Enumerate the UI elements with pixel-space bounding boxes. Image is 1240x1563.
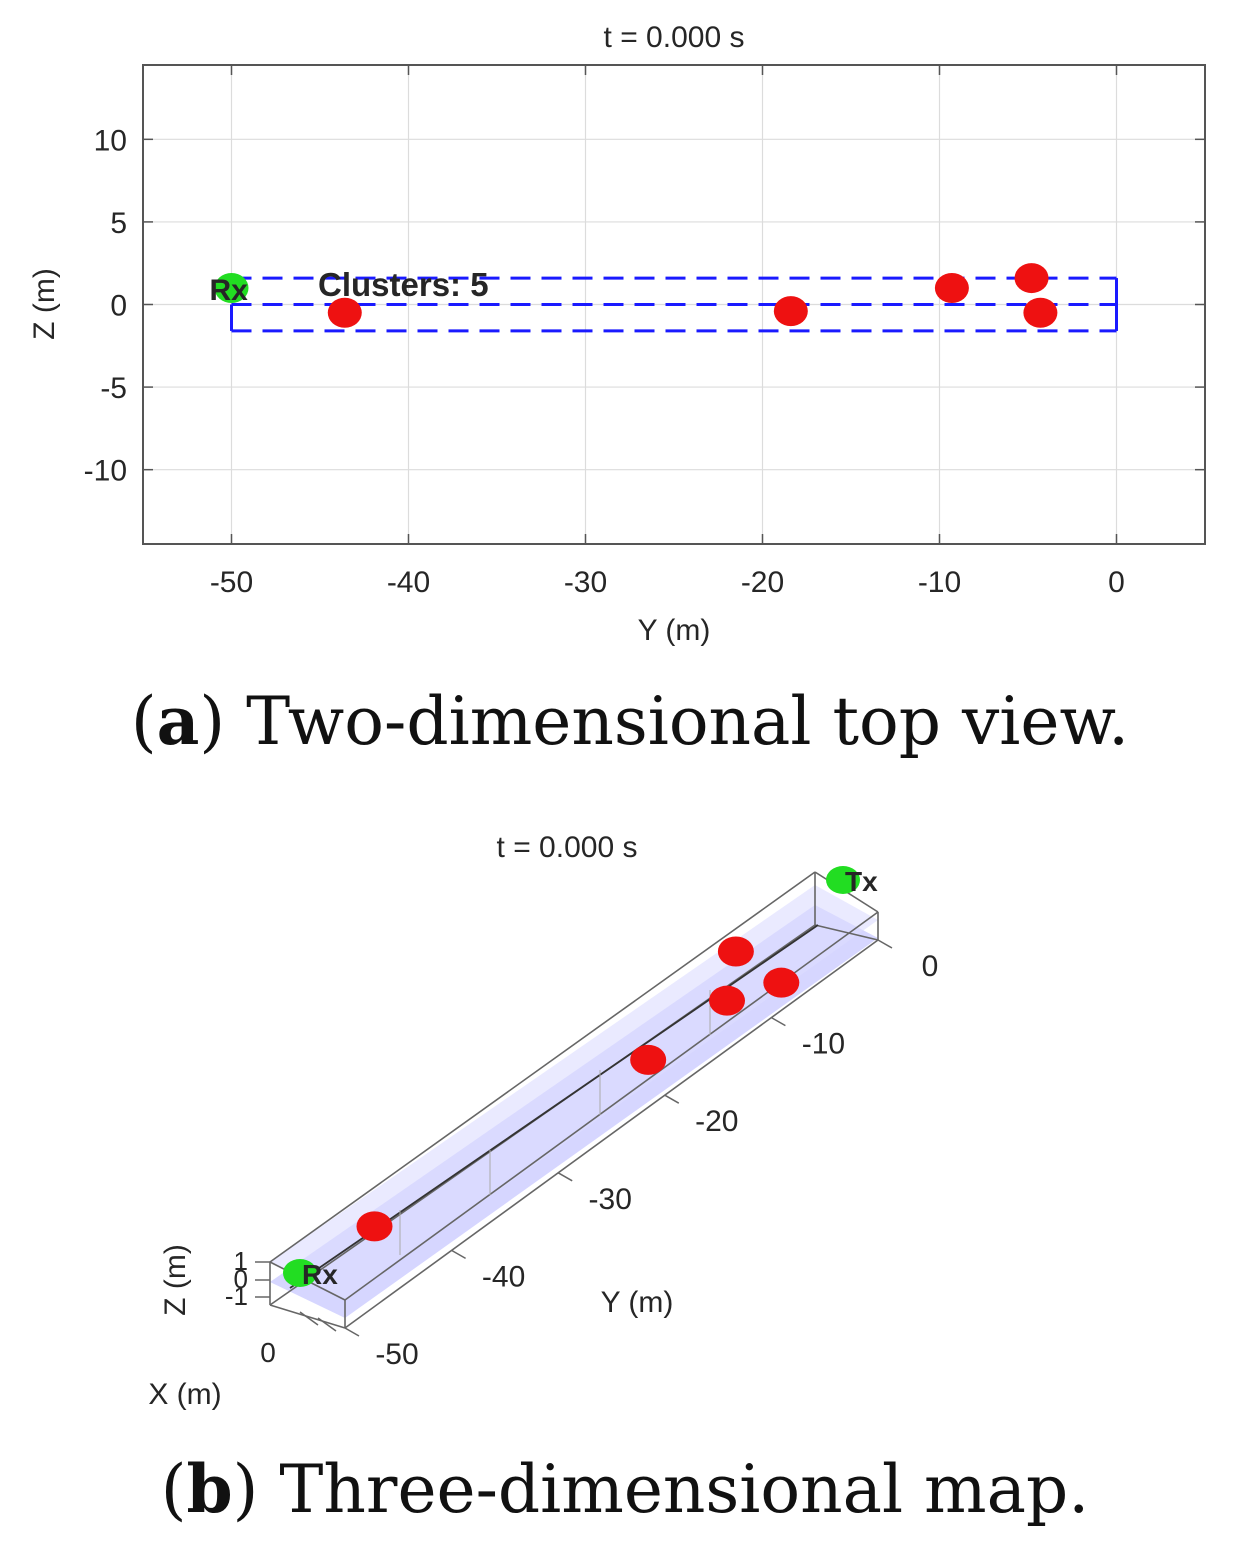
box-edge [814,924,879,941]
caption-text: Three-dimensional map. [258,1451,1089,1528]
y-tick-mark [557,1172,573,1182]
corridor-box [269,871,879,1329]
cluster-point [709,985,746,1016]
node-point-rx [283,1259,317,1287]
y-tick-label: -5 [100,372,127,405]
y-axis-ticks: 0 -10 -20 -30 -40 -50 [344,939,939,1371]
y-tick-mark [877,939,893,949]
panel-b-caption: (b) Three-dimensional map. [161,1450,1089,1528]
x-tick-mark [317,1317,337,1332]
data-points: Rx [210,263,1058,328]
y-tick-label: 0 [110,290,127,323]
z-tick-label: 0 [234,1264,248,1294]
y-tick-label: 0 [922,950,939,983]
cluster-point [630,1044,667,1075]
y-tick-label: -50 [375,1338,418,1371]
z-axis-ticks: 1 0 -1 [225,1246,270,1311]
z-axis-label: Z (m) [159,1244,192,1316]
panel-a-caption: (a) Two-dimensional top view. [131,682,1129,760]
cluster-point [717,936,754,967]
x-tick-label: -10 [918,566,961,599]
x-axis-ticks: 0 [260,1311,337,1368]
y-tick-mark [451,1249,466,1260]
y-tick-mark [771,1016,786,1027]
x-tick-label: -50 [210,566,253,599]
caption-text: Two-dimensional top view. [225,683,1129,760]
data-points: Tx Rx [283,866,878,1290]
corridor-outline [230,276,1118,333]
x-tick-label: 0 [260,1337,276,1368]
tick-marks [143,65,1205,544]
y-tick-mark [344,1327,360,1337]
chart-title: t = 0.000 s [497,831,638,864]
x-tick-label: -40 [387,566,430,599]
box-edge [344,911,879,1301]
y-axis-label: Z (m) [28,268,61,340]
x-tick-mark [299,1311,319,1326]
box-edge [269,871,816,1263]
x-axis-label: Y (m) [638,614,711,647]
x-tick-label: 0 [1108,566,1125,599]
z-tick-label: -1 [225,1281,248,1311]
x-tick-labels: -50 -40 -30 -20 -10 0 [210,566,1125,599]
x-tick-label: -30 [564,566,607,599]
y-axis-label: Y (m) [601,1286,674,1319]
node-label-rx: Rx [210,274,249,307]
cluster-point [1014,263,1049,294]
y-tick-label: -40 [482,1260,525,1293]
y-tick-label: -30 [589,1183,632,1216]
cluster-point [763,967,800,998]
cluster-point [1023,297,1058,328]
cluster-point [327,297,362,328]
y-tick-label: 5 [110,207,127,240]
y-tick-labels: -10 -5 0 5 10 [84,124,127,487]
cluster-point [356,1211,393,1242]
z-tick-label: 1 [234,1246,248,1276]
y-tick-label: -10 [802,1028,845,1061]
y-tick-label: 10 [94,124,127,157]
chart-title: t = 0.000 s [604,21,745,54]
y-tick-mark [664,1094,680,1104]
caption-letter: a [157,682,200,760]
y-tick-label: -20 [695,1105,738,1138]
clusters-annotation: Clusters: 5 [318,266,489,303]
node-label-tx: Tx [845,866,878,897]
node-point-rx [214,272,249,303]
caption-letter: b [187,1450,233,1528]
x-axis-label: X (m) [148,1378,221,1411]
box-edge [344,939,879,1329]
cluster-point [773,296,808,327]
cluster-point [934,272,969,303]
x-tick-label: -20 [741,566,784,599]
node-label-rx: Rx [302,1259,338,1290]
node-point-tx [826,866,860,894]
y-tick-label: -10 [84,455,127,488]
